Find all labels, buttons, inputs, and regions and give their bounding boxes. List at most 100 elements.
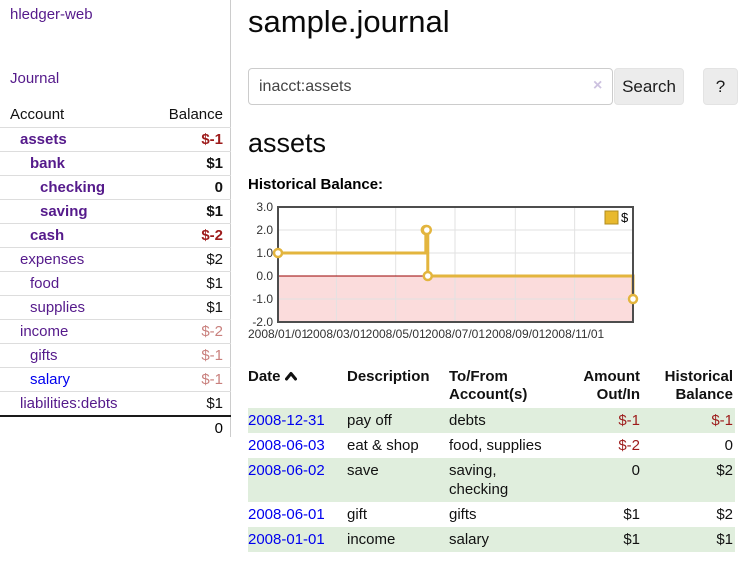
page-title: sample.journal	[248, 4, 450, 39]
register-header-tofrom: To/From Account(s)	[449, 368, 528, 403]
sort-asc-icon	[284, 372, 297, 381]
register-table: Date Description To/From Account(s) Amount Ou…	[248, 366, 735, 552]
account-link-expenses[interactable]: expenses	[20, 251, 85, 268]
account-row: cash $-2	[0, 223, 231, 248]
transaction-amount: $-2	[618, 437, 640, 454]
table-row: 2008-12-31 pay off debts $-1 $-1	[248, 408, 735, 433]
data-point	[627, 293, 639, 305]
transaction-accounts: gifts	[449, 506, 477, 523]
svg-text:2008/09/01: 2008/09/01	[485, 327, 545, 341]
table-row: 2008-06-03 eat & shop food, supplies $-2 0	[248, 433, 735, 458]
transaction-date-link[interactable]: 2008-01-01	[248, 531, 325, 548]
account-row: gifts $-1	[0, 343, 231, 368]
svg-text:2.0: 2.0	[256, 223, 273, 237]
transaction-description: gift	[347, 506, 368, 523]
accounts-header-account: Account	[10, 106, 65, 123]
table-row: 2008-01-01 income salary $1 $1	[248, 527, 735, 552]
account-balance: $-1	[130, 127, 231, 152]
transaction-balance: $2	[716, 506, 733, 523]
chart-title: Historical Balance:	[248, 176, 384, 193]
journal-link[interactable]: Journal	[10, 70, 60, 87]
transaction-balance: $2	[716, 462, 733, 479]
legend-swatch	[604, 210, 619, 225]
account-balance: $-1	[130, 343, 231, 368]
account-link-checking[interactable]: checking	[40, 179, 106, 196]
sidebar: hledger-web Journal Account Balance asse…	[0, 0, 231, 440]
transaction-description: eat & shop	[347, 437, 419, 454]
account-link-food[interactable]: food	[30, 275, 60, 292]
account-heading: assets	[248, 128, 327, 158]
register-header-description: Description	[347, 368, 430, 385]
account-balance: $1	[130, 271, 231, 296]
svg-text:1.0: 1.0	[256, 246, 273, 260]
transaction-accounts: salary	[449, 531, 490, 548]
account-row: checking 0	[0, 175, 231, 200]
svg-text:2008/03/01: 2008/03/01	[306, 327, 366, 341]
legend-label: $	[621, 210, 629, 225]
register-header-historical: Historical Balance	[664, 368, 733, 403]
account-link-assets[interactable]: assets	[20, 131, 67, 148]
account-balance: $1	[130, 295, 231, 320]
account-balance: $1	[130, 199, 231, 224]
svg-text:2008/01/01: 2008/01/01	[248, 327, 308, 341]
accounts-total: 0	[130, 415, 231, 440]
svg-text:-1.0: -1.0	[252, 292, 273, 306]
data-point	[422, 270, 434, 282]
account-balance: $2	[130, 247, 231, 272]
help-button[interactable]: ?	[703, 68, 738, 105]
account-row: liabilities:debts $1	[0, 391, 231, 416]
account-link-bank[interactable]: bank	[30, 155, 66, 172]
search-button[interactable]: Search	[614, 68, 684, 105]
transaction-date-link[interactable]: 2008-06-01	[248, 506, 325, 523]
account-row: food $1	[0, 271, 231, 296]
svg-text:2008/11/01: 2008/11/01	[545, 327, 604, 341]
table-row: 2008-06-02 save saving, checking 0 $2	[248, 458, 735, 502]
search-input[interactable]	[248, 68, 613, 105]
transaction-accounts: food, supplies	[449, 437, 542, 454]
transaction-description: pay off	[347, 412, 392, 429]
account-balance: $-2	[130, 319, 231, 344]
transaction-amount: 0	[631, 462, 640, 479]
clear-search-icon[interactable]: ×	[593, 77, 603, 94]
account-link-income[interactable]: income	[20, 323, 69, 340]
transaction-balance: 0	[724, 437, 733, 454]
account-link-saving[interactable]: saving	[40, 203, 88, 220]
account-balance: $-1	[130, 367, 231, 392]
svg-text:2008/05/01: 2008/05/01	[366, 327, 426, 341]
account-link-supplies[interactable]: supplies	[30, 299, 86, 316]
svg-text:3.0: 3.0	[256, 200, 273, 214]
transaction-date-link[interactable]: 2008-06-03	[248, 437, 325, 454]
transaction-date-link[interactable]: 2008-06-02	[248, 462, 325, 479]
accounts-header-balance: Balance	[168, 106, 223, 123]
account-row: assets $-1	[0, 127, 231, 152]
register-header-date[interactable]: Date	[248, 366, 347, 408]
data-point	[421, 224, 433, 236]
app-title-link[interactable]: hledger-web	[10, 6, 93, 23]
account-row: bank $1	[0, 151, 231, 176]
transaction-amount: $1	[623, 531, 640, 548]
account-link-salary[interactable]: salary	[30, 371, 71, 388]
account-link-liabilities-debts[interactable]: liabilities:debts	[20, 395, 118, 412]
account-row: saving $1	[0, 199, 231, 224]
account-balance: $1	[130, 151, 231, 176]
svg-text:-2.0: -2.0	[252, 315, 273, 329]
transaction-accounts: debts	[449, 412, 486, 429]
accounts-total-row: 0	[0, 415, 231, 440]
transaction-accounts: saving, checking	[449, 462, 509, 498]
accounts-table: Account Balance assets $-1 bank $1 checking 0…	[0, 102, 231, 440]
transaction-description: save	[347, 462, 379, 479]
register-header-amount: Amount Out/In	[583, 368, 640, 403]
data-point	[272, 247, 284, 259]
account-balance: 0	[130, 175, 231, 200]
account-link-cash[interactable]: cash	[30, 227, 65, 244]
historical-balance-chart: 3.0 2.0 1.0 0.0 -1.0 -2.02008/01/012008/03/01…	[248, 200, 639, 341]
account-balance: $-2	[130, 223, 231, 248]
account-row: salary $-1	[0, 367, 231, 392]
transaction-date-link[interactable]: 2008-12-31	[248, 412, 325, 429]
account-link-gifts[interactable]: gifts	[30, 347, 58, 364]
account-row: supplies $1	[0, 295, 231, 320]
table-row: 2008-06-01 gift gifts $1 $2	[248, 502, 735, 527]
account-row: income $-2	[0, 319, 231, 344]
transaction-amount: $1	[623, 506, 640, 523]
svg-text:2008/07/01: 2008/07/01	[425, 327, 485, 341]
